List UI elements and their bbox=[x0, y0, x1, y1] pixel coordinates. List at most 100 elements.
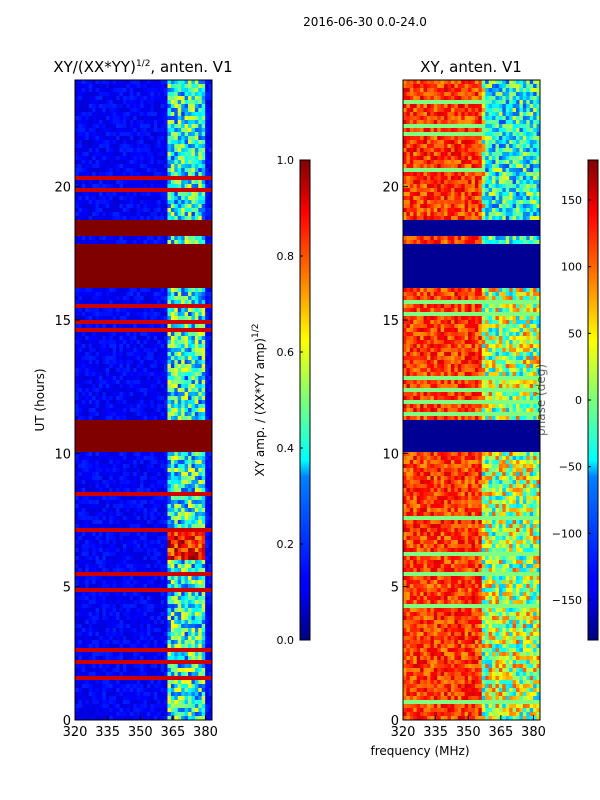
heatmap-cell bbox=[201, 332, 206, 337]
heatmap-cell bbox=[184, 524, 189, 529]
heatmap-cell bbox=[119, 88, 124, 93]
heatmap-cell bbox=[122, 348, 127, 353]
heatmap-cell bbox=[184, 508, 189, 513]
heatmap-cell bbox=[177, 200, 182, 205]
heatmap-cell bbox=[95, 568, 100, 573]
heatmap-cell bbox=[146, 124, 151, 129]
heatmap-cell bbox=[85, 328, 90, 333]
heatmap-cell bbox=[191, 380, 196, 385]
heatmap-cell bbox=[98, 116, 103, 121]
heatmap-cell bbox=[105, 260, 110, 265]
heatmap-cell bbox=[126, 544, 131, 549]
heatmap-cell bbox=[112, 84, 117, 89]
heatmap-cell bbox=[140, 504, 144, 509]
heatmap-cell bbox=[198, 336, 203, 341]
heatmap-cell bbox=[133, 332, 138, 337]
heatmap-cell bbox=[170, 152, 175, 157]
heatmap-cell bbox=[146, 136, 151, 141]
heatmap-cell bbox=[143, 148, 148, 153]
heatmap-cell bbox=[78, 184, 83, 189]
heatmap-cell bbox=[98, 160, 103, 165]
heatmap-cell bbox=[160, 184, 165, 189]
heatmap-cell bbox=[194, 420, 199, 425]
heatmap-cell bbox=[98, 200, 103, 205]
heatmap-cell bbox=[191, 248, 196, 253]
heatmap-cell bbox=[167, 284, 172, 289]
heatmap-cell bbox=[184, 408, 189, 413]
heatmap-cell bbox=[98, 424, 103, 429]
heatmap-cell bbox=[205, 448, 209, 453]
heatmap-cell bbox=[150, 500, 155, 505]
heatmap-cell bbox=[160, 428, 165, 433]
heatmap-cell bbox=[129, 308, 134, 313]
heatmap-cell bbox=[188, 424, 192, 429]
heatmap-cell bbox=[167, 488, 172, 493]
heatmap-cell bbox=[85, 568, 90, 573]
heatmap-cell bbox=[191, 556, 196, 561]
heatmap-cell bbox=[181, 332, 185, 337]
heatmap-cell bbox=[198, 404, 203, 409]
heatmap-cell bbox=[122, 340, 127, 345]
heatmap-cell bbox=[88, 240, 93, 245]
heatmap-cell bbox=[208, 460, 213, 465]
heatmap-cell bbox=[133, 436, 138, 441]
heatmap-cell bbox=[92, 292, 96, 297]
heatmap-cell bbox=[105, 404, 110, 409]
heatmap-cell bbox=[102, 364, 107, 369]
heatmap-cell bbox=[157, 192, 162, 197]
heatmap-cell bbox=[88, 88, 93, 93]
heatmap-cell bbox=[177, 112, 182, 117]
heatmap-cell bbox=[174, 380, 179, 385]
heatmap-cell bbox=[112, 176, 117, 181]
heatmap-cell bbox=[188, 520, 192, 525]
heatmap-cell bbox=[177, 236, 182, 241]
heatmap-cell bbox=[174, 336, 179, 341]
heatmap-cell bbox=[191, 448, 196, 453]
heatmap-cell bbox=[88, 212, 93, 217]
heatmap-cell bbox=[129, 328, 134, 333]
heatmap-cell bbox=[129, 204, 134, 209]
heatmap-cell bbox=[126, 152, 131, 157]
heatmap-cell bbox=[174, 224, 179, 229]
heatmap-cell bbox=[181, 248, 185, 253]
heatmap-cell bbox=[95, 176, 100, 181]
heatmap-cell bbox=[160, 368, 165, 373]
heatmap-cell bbox=[205, 344, 209, 349]
heatmap-cell bbox=[129, 292, 134, 297]
heatmap-cell bbox=[133, 392, 138, 397]
heatmap-cell bbox=[167, 208, 172, 213]
heatmap-cell bbox=[116, 176, 120, 181]
heatmap-cell bbox=[136, 484, 141, 489]
heatmap-cell bbox=[98, 456, 103, 461]
heatmap-cell bbox=[194, 136, 199, 141]
heatmap-cell bbox=[85, 180, 90, 185]
heatmap-cell bbox=[143, 340, 148, 345]
heatmap-cell bbox=[78, 92, 83, 97]
heatmap-cell bbox=[88, 352, 93, 357]
heatmap-cell bbox=[157, 296, 162, 301]
heatmap-cell bbox=[102, 312, 107, 317]
heatmap-cell bbox=[126, 432, 131, 437]
heatmap-cell bbox=[194, 552, 199, 557]
heatmap-cell bbox=[198, 84, 203, 89]
heatmap-cell bbox=[188, 536, 192, 541]
heatmap-cell bbox=[105, 552, 110, 557]
heatmap-cell bbox=[146, 172, 151, 177]
heatmap-cell bbox=[184, 460, 189, 465]
heatmap-cell bbox=[81, 352, 86, 357]
heatmap-cell bbox=[146, 552, 151, 557]
heatmap-cell bbox=[150, 416, 155, 421]
heatmap-cell bbox=[181, 404, 185, 409]
heatmap-cell bbox=[105, 372, 110, 377]
heatmap-cell bbox=[174, 168, 179, 173]
heatmap-cell bbox=[109, 408, 114, 413]
heatmap-cell bbox=[160, 320, 165, 325]
heatmap-cell bbox=[191, 440, 196, 445]
heatmap-cell bbox=[122, 84, 127, 89]
heatmap-cell bbox=[170, 488, 175, 493]
heatmap-cell bbox=[112, 312, 117, 317]
heatmap-cell bbox=[170, 124, 175, 129]
heatmap-cell bbox=[188, 436, 192, 441]
heatmap-cell bbox=[105, 500, 110, 505]
heatmap-cell bbox=[102, 448, 107, 453]
